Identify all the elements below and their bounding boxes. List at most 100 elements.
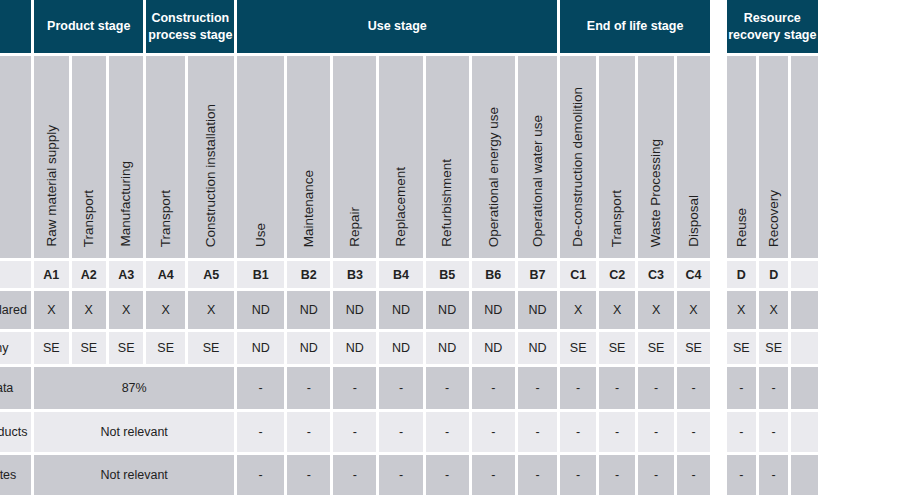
cell-variation-sites-offscreen-filler (791, 455, 818, 495)
spacer-column-cell (713, 56, 724, 258)
lca-modules-table-screen: Product stageConstruction process stageU… (0, 0, 900, 500)
table-row-geography: GeographySESESESESENDNDNDNDNDNDNDSESESES… (0, 332, 818, 364)
row-label-variation-sites: Variation sites (0, 455, 31, 495)
cell-geography-offscreen-filler (791, 332, 818, 364)
cell-variation-products-b1: - (237, 412, 284, 452)
column-header-b3: Repair (333, 56, 376, 258)
column-header-label-d1: Reuse (735, 208, 749, 247)
cell-geography-a3: SE (109, 332, 143, 364)
stage-header-use-stage: Use stage (237, 0, 557, 53)
cell-modules-declared-c1: X (560, 291, 596, 329)
table-row-module: ModuleA1A2A3A4A5B1B2B3B4B5B6B7C1C2C3C4DD (0, 261, 818, 288)
stage-header-product-stage: Product stage (34, 0, 143, 53)
cell-variation-sites-c1: - (560, 455, 596, 495)
column-header-b6: Operational energy use (472, 56, 515, 258)
cell-specific-data-d1: - (727, 367, 756, 409)
column-header-label-b7: Operational water use (531, 115, 545, 247)
cell-module-c3: C3 (638, 261, 674, 288)
column-header-b2: Maintenance (287, 56, 330, 258)
cell-geography-b6: ND (472, 332, 515, 364)
header-label-spacer (0, 56, 31, 258)
cell-variation-products-c3: - (638, 412, 674, 452)
column-header-label-b2: Maintenance (302, 170, 316, 247)
cell-specific-data-b2: - (287, 367, 330, 409)
column-header-label-a1: Raw material supply (45, 125, 59, 247)
cell-specific-data-b4: - (379, 367, 422, 409)
cell-variation-sites-b4: - (379, 455, 422, 495)
column-header-row: Raw material supply Transport Manufacturin… (0, 56, 818, 258)
cell-module-a2: A2 (72, 261, 106, 288)
table-head: Product stageConstruction process stageU… (0, 0, 818, 258)
table-body: ModuleA1A2A3A4A5B1B2B3B4B5B6B7C1C2C3C4DD… (0, 261, 818, 495)
cell-specific-data-offscreen-filler (791, 367, 818, 409)
cell-geography-b4: ND (379, 332, 422, 364)
column-header-c2: Transport (599, 56, 635, 258)
cell-specific-data-c2: - (599, 367, 635, 409)
column-header-label-b1: Use (254, 223, 268, 247)
cell-geography-d1: SE (727, 332, 756, 364)
column-header-label-c2: Transport (610, 190, 624, 247)
table-row-modules-declared: Modules declaredXXXXXNDNDNDNDNDNDNDXXXXX… (0, 291, 818, 329)
table-row-variation-sites: Variation sitesNot relevant------------- (0, 455, 818, 495)
column-header-a3: Manufacturing (109, 56, 143, 258)
column-header-label-a5: Construction installation (204, 104, 218, 247)
stage-header-construction-process-stage: Construction process stage (146, 0, 234, 53)
column-header-b7: Operational water use (518, 56, 557, 258)
column-header-label-c1: De-construction demolition (571, 87, 585, 247)
cell-module-c2: C2 (599, 261, 635, 288)
spacer-column-cell (713, 0, 724, 53)
cell-module-d2: D (759, 261, 788, 288)
cell-variation-sites-b2: - (287, 455, 330, 495)
cell-variation-products-c2: - (599, 412, 635, 452)
cell-variation-products-c4: - (677, 412, 710, 452)
cell-geography-d2: SE (759, 332, 788, 364)
cell-modules-declared-b4: ND (379, 291, 422, 329)
cell-modules-declared-offscreen-filler (791, 291, 818, 329)
cell-geography-a1: SE (34, 332, 68, 364)
cell-variation-sites-b3: - (333, 455, 376, 495)
row-label-specific-data: Specific data (0, 367, 31, 409)
cell-module-a3: A3 (109, 261, 143, 288)
cell-module-b4: B4 (379, 261, 422, 288)
column-header-label-b3: Repair (348, 207, 362, 247)
cell-modules-declared-a2: X (72, 291, 106, 329)
stage-header-row: Product stageConstruction process stageU… (0, 0, 818, 53)
cell-module-b2: B2 (287, 261, 330, 288)
cell-variation-sites-b7: - (518, 455, 557, 495)
cell-geography-c3: SE (638, 332, 674, 364)
cell-modules-declared-b3: ND (333, 291, 376, 329)
column-header-a2: Transport (72, 56, 106, 258)
table-row-variation-products: Variation productsNot relevant----------… (0, 412, 818, 452)
cell-specific-data-b3: - (333, 367, 376, 409)
cell-variation-products-c1: - (560, 412, 596, 452)
cell-specific-data-c1: - (560, 367, 596, 409)
cell-modules-declared-b5: ND (426, 291, 469, 329)
spacer-column-cell (713, 261, 724, 288)
cell-geography-b5: ND (426, 332, 469, 364)
stage-header-resource-recovery-stage: Resource recovery stage (727, 0, 818, 53)
column-header-label-b4: Replacement (394, 167, 408, 247)
column-header-d2: Recovery (759, 56, 788, 258)
column-header-label-a3: Manufacturing (119, 161, 133, 247)
cell-specific-data-c4: - (677, 367, 710, 409)
column-header-label-c4: Disposal (687, 195, 701, 247)
cell-variation-products-d1: - (727, 412, 756, 452)
column-header-a4: Transport (146, 56, 185, 258)
cell-geography-b3: ND (333, 332, 376, 364)
cell-geography-a5: SE (188, 332, 234, 364)
cell-modules-declared-a3: X (109, 291, 143, 329)
cell-module-b6: B6 (472, 261, 515, 288)
spacer-column-cell (713, 412, 724, 452)
column-header-a1: Raw material supply (34, 56, 68, 258)
table-row-specific-data: Specific data87%------------- (0, 367, 818, 409)
cell-specific-data-b1: - (237, 367, 284, 409)
cell-variation-products-b6: - (472, 412, 515, 452)
cell-variation-sites-c2: - (599, 455, 635, 495)
cell-module-d1: D (727, 261, 756, 288)
row-label-variation-products: Variation products (0, 412, 31, 452)
cell-geography-c2: SE (599, 332, 635, 364)
column-header-offscreen-filler (791, 56, 818, 258)
cell-modules-declared-b7: ND (518, 291, 557, 329)
cell-variation-sites-c4: - (677, 455, 710, 495)
cell-modules-declared-a5: X (188, 291, 234, 329)
